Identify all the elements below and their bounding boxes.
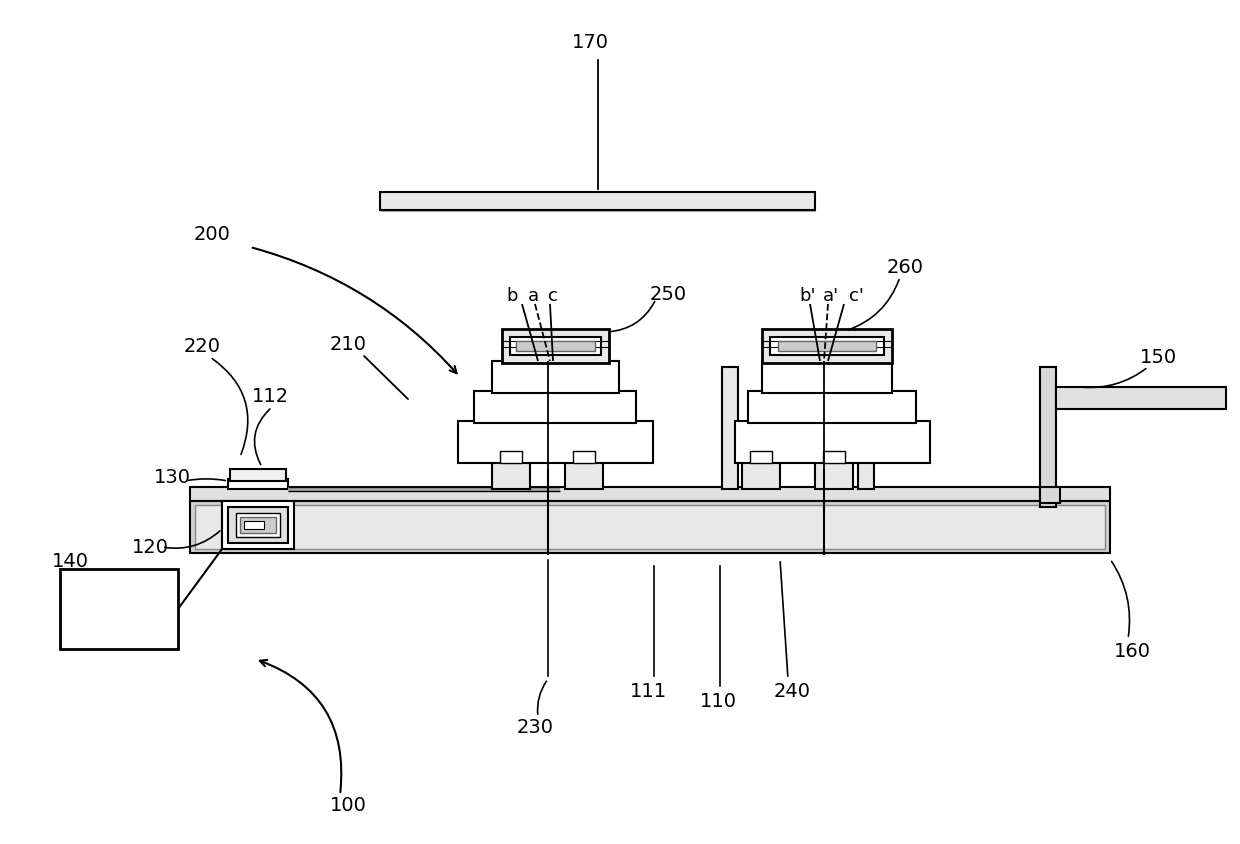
Text: b': b' — [800, 287, 816, 305]
Text: 112: 112 — [252, 387, 289, 406]
Bar — [858, 368, 874, 490]
Text: 120: 120 — [131, 538, 169, 557]
Text: 240: 240 — [774, 682, 811, 701]
Bar — [516, 342, 595, 352]
Text: 210: 210 — [330, 335, 367, 354]
Text: 110: 110 — [699, 692, 737, 711]
Text: 260: 260 — [887, 258, 924, 277]
Text: 100: 100 — [330, 796, 367, 814]
Text: 170: 170 — [572, 34, 609, 52]
Bar — [458, 421, 653, 463]
Bar — [502, 330, 609, 364]
Bar — [748, 392, 916, 424]
Bar — [195, 506, 1105, 549]
Bar — [229, 469, 286, 481]
Bar — [763, 361, 892, 393]
Bar — [500, 452, 522, 463]
Bar — [573, 452, 595, 463]
Bar — [722, 368, 738, 490]
Bar — [777, 342, 875, 352]
Bar — [815, 462, 853, 490]
Text: c: c — [548, 287, 558, 305]
Bar — [60, 570, 179, 649]
Bar — [236, 513, 280, 538]
Bar — [750, 452, 773, 463]
Bar — [244, 522, 264, 529]
Bar — [492, 462, 529, 490]
Bar — [492, 361, 619, 393]
Bar — [222, 501, 294, 549]
Text: 230: 230 — [517, 717, 553, 737]
Bar — [565, 462, 603, 490]
Bar — [1040, 488, 1060, 503]
Text: 220: 220 — [184, 337, 221, 356]
Bar — [763, 330, 892, 364]
Bar — [823, 452, 844, 463]
Text: 150: 150 — [1140, 348, 1177, 367]
Bar — [241, 517, 277, 533]
Text: b: b — [506, 287, 518, 305]
Bar — [770, 338, 884, 355]
Bar — [1040, 368, 1056, 507]
Text: 140: 140 — [52, 552, 88, 571]
Bar — [742, 462, 780, 490]
Text: c': c' — [848, 287, 863, 305]
Bar — [474, 392, 636, 424]
Bar — [228, 507, 288, 544]
Bar — [190, 488, 1110, 501]
Bar — [1056, 387, 1226, 409]
Text: a: a — [527, 287, 538, 305]
Bar — [379, 192, 815, 211]
Text: a': a' — [823, 287, 839, 305]
Text: 130: 130 — [154, 468, 191, 487]
Bar — [190, 501, 1110, 554]
Text: 200: 200 — [193, 225, 231, 244]
Text: 160: 160 — [1114, 641, 1151, 661]
Text: 250: 250 — [650, 285, 687, 304]
Text: 111: 111 — [630, 682, 667, 701]
Bar — [510, 338, 601, 355]
Bar — [228, 479, 288, 490]
Bar — [735, 421, 930, 463]
